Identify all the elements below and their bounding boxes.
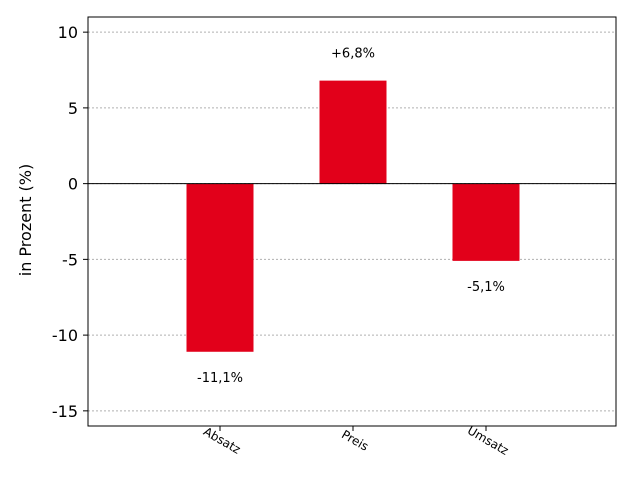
bar bbox=[452, 183, 520, 261]
data-label: -5,1% bbox=[467, 280, 505, 295]
y-tick-label: -15 bbox=[52, 402, 78, 421]
y-axis-title: in Prozent (%) bbox=[16, 164, 35, 276]
y-tick-label: -5 bbox=[62, 250, 78, 269]
bar bbox=[186, 183, 254, 352]
bars bbox=[186, 80, 520, 352]
bar bbox=[319, 80, 387, 184]
x-tick-label: Preis bbox=[339, 427, 371, 453]
x-tick-label: Absatz bbox=[201, 424, 243, 456]
y-tick-label: 5 bbox=[68, 99, 78, 118]
data-labels: -11,1% +6,8% -5,1% bbox=[197, 47, 505, 386]
y-tick-label: 10 bbox=[58, 23, 78, 42]
y-tick-label: -10 bbox=[52, 326, 78, 345]
x-axis-ticks: Absatz Preis Umsatz bbox=[201, 423, 511, 458]
y-axis-ticks: 10 5 0 -5 -10 -15 bbox=[52, 23, 88, 421]
x-tick-label: Umsatz bbox=[465, 423, 511, 458]
y-tick-label: 0 bbox=[68, 175, 78, 194]
plot-frame bbox=[87, 16, 617, 427]
data-label: +6,8% bbox=[331, 47, 375, 62]
data-label: -11,1% bbox=[197, 371, 243, 386]
